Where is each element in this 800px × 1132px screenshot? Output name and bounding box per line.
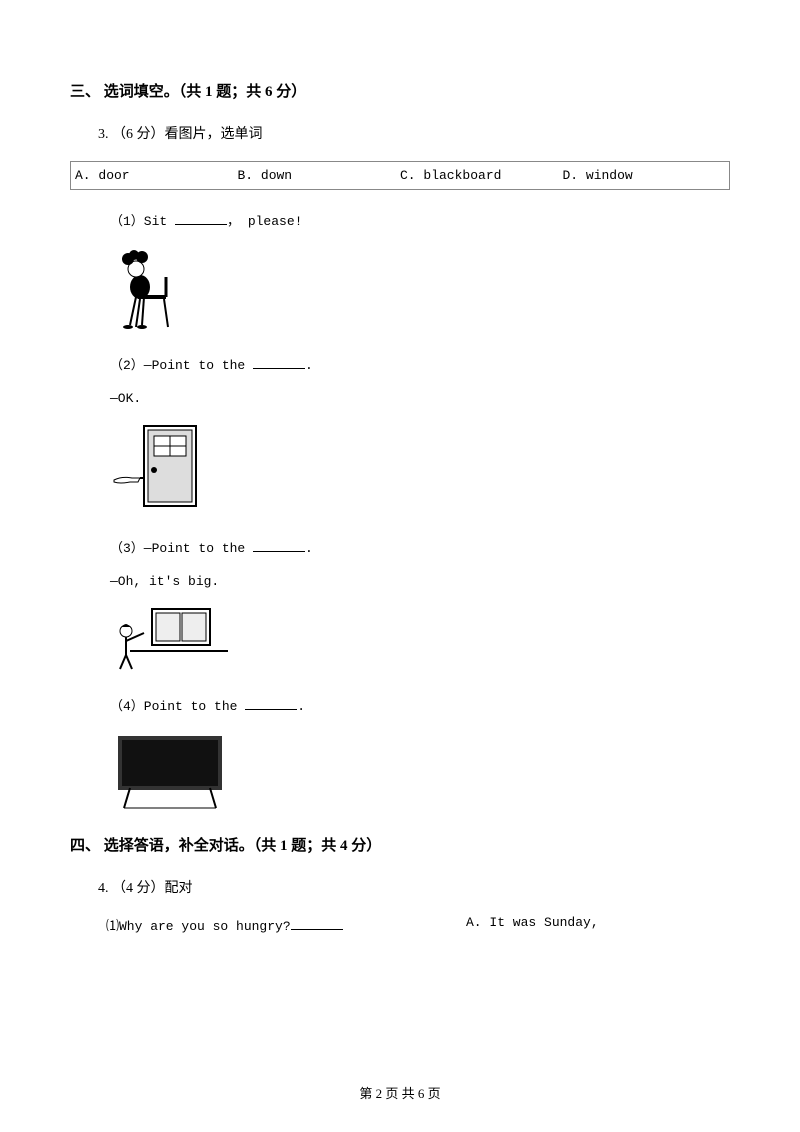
- q3-intro: 3. （6 分）看图片，选单词: [98, 123, 730, 143]
- pair1-right: A. It was Sunday,: [466, 915, 730, 934]
- option-b: B. down: [238, 168, 401, 183]
- sub1-suffix: ， please!: [227, 214, 302, 229]
- sub-question-3: （3）—Point to the .: [110, 537, 730, 556]
- option-d: D. window: [563, 168, 726, 183]
- sub2-prefix: （2）—Point to the: [110, 358, 253, 373]
- sub3-suffix: .: [305, 541, 313, 556]
- sub3-prefix: （3）—Point to the: [110, 541, 253, 556]
- image-door: [110, 420, 730, 515]
- section-3-title: 三、 选词填空。（共 1 题；共 6 分）: [70, 80, 730, 101]
- pair-row-1: ⑴Why are you so hungry? A. It was Sunday…: [106, 915, 730, 934]
- pair1-left: ⑴Why are you so hungry?: [106, 919, 291, 934]
- pair1-left-wrap: ⑴Why are you so hungry?: [106, 915, 466, 934]
- q4-intro: 4. （4 分）配对: [98, 877, 730, 897]
- sub1-prefix: （1）Sit: [110, 214, 175, 229]
- blank-3[interactable]: [253, 540, 305, 552]
- word-options-box: A. door B. down C. blackboard D. window: [70, 161, 730, 190]
- blank-4[interactable]: [245, 698, 297, 710]
- option-c: C. blackboard: [400, 168, 563, 183]
- image-window: [110, 603, 730, 673]
- sub-question-2: （2）—Point to the .: [110, 354, 730, 373]
- image-blackboard: [110, 732, 730, 812]
- sub2-response: —OK.: [110, 391, 730, 406]
- image-girl-sitting: [110, 247, 730, 332]
- blank-2[interactable]: [253, 357, 305, 369]
- blank-pair1[interactable]: [291, 918, 343, 930]
- sub4-suffix: .: [297, 699, 305, 714]
- page-footer: 第 2 页 共 6 页: [0, 1083, 800, 1102]
- sub4-prefix: （4）Point to the: [110, 699, 245, 714]
- sub-question-1: （1）Sit ， please!: [110, 210, 730, 229]
- option-a: A. door: [75, 168, 238, 183]
- blank-1[interactable]: [175, 213, 227, 225]
- sub3-response: —Oh, it's big.: [110, 574, 730, 589]
- sub-question-4: （4）Point to the .: [110, 695, 730, 714]
- section-4-title: 四、 选择答语，补全对话。（共 1 题；共 4 分）: [70, 834, 730, 855]
- sub2-suffix: .: [305, 358, 313, 373]
